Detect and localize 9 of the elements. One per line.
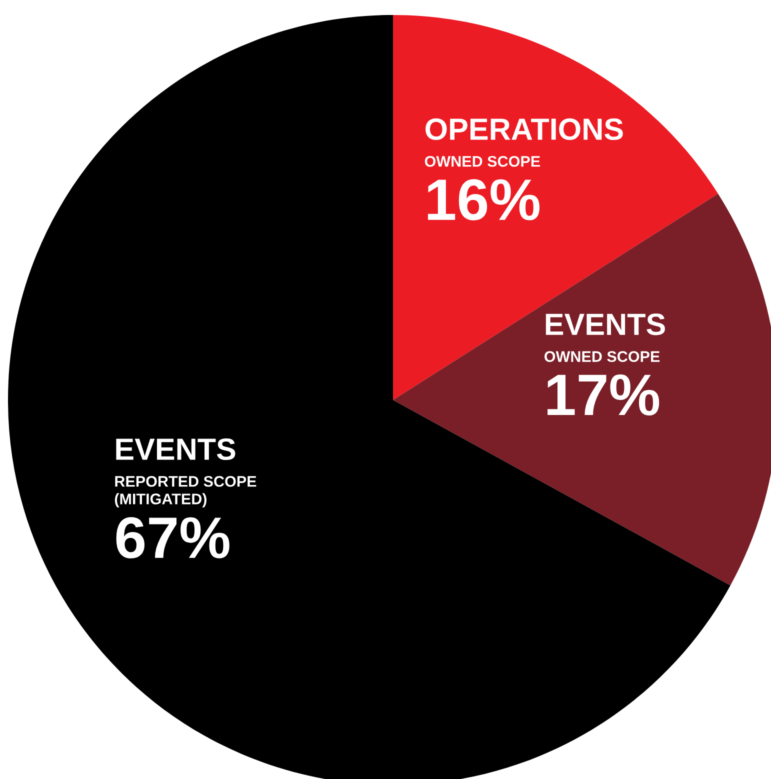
text: OWNED SCOPE <box>424 156 540 167</box>
data-label: 67% <box>116 517 230 558</box>
slice-label: EVENTS <box>116 438 236 460</box>
slice-label: EVENTS <box>546 314 665 336</box>
text: REPORTED SCOPE (MITIGATED) <box>114 476 256 508</box>
slice-label: OPERATIONS <box>426 118 623 140</box>
data-label: 17% <box>548 374 660 416</box>
text: OWNED SCOPE <box>544 351 660 362</box>
data-label: 16% <box>428 179 540 220</box>
